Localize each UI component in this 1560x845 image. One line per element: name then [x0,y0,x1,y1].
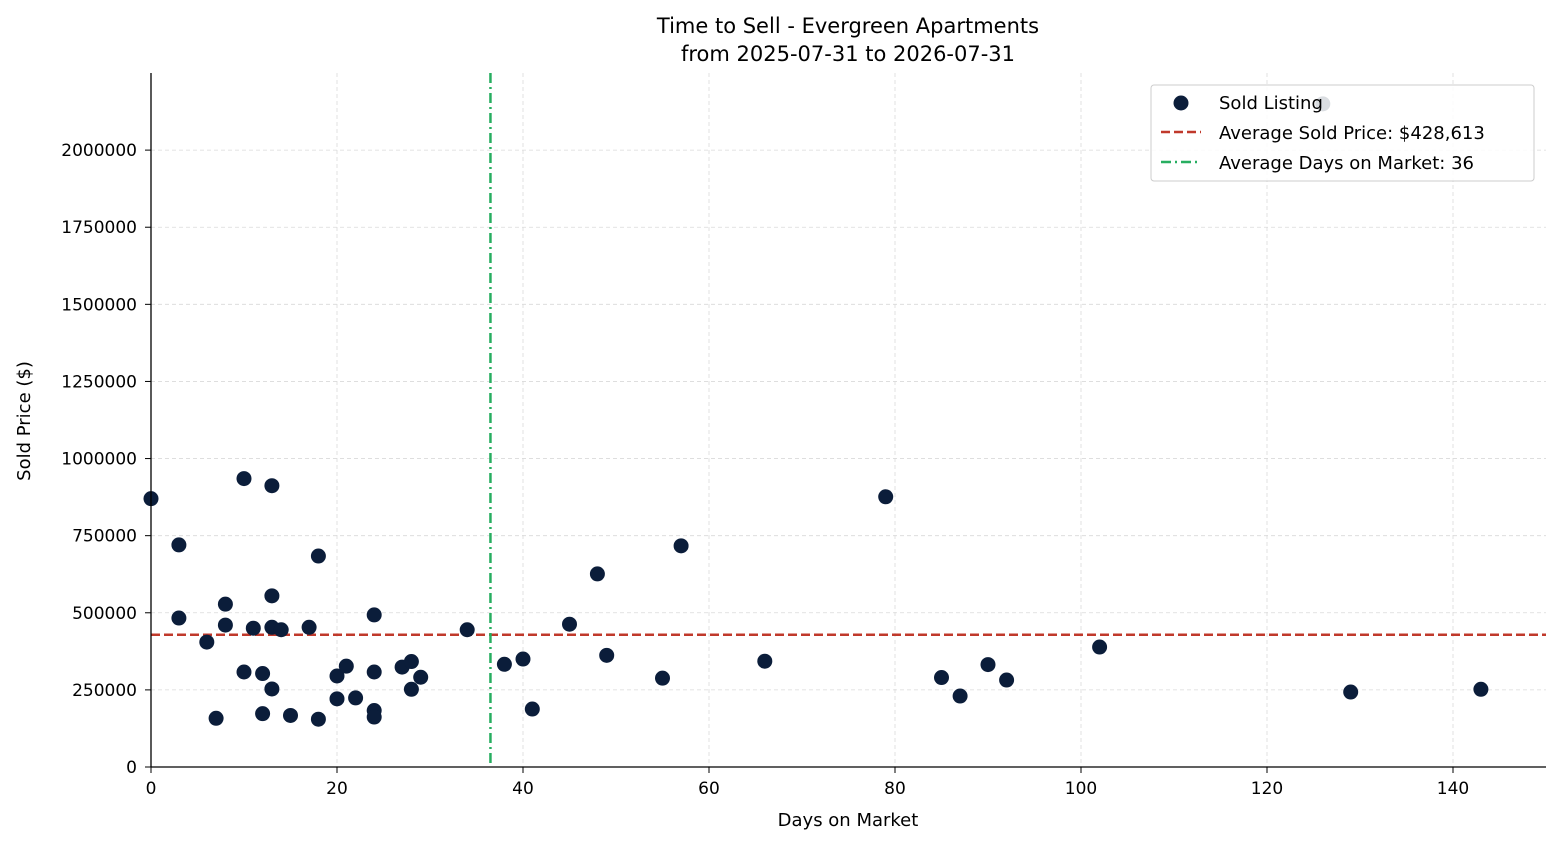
x-axis-label: Days on Market [778,810,919,831]
data-point [301,619,317,635]
data-point [217,617,233,633]
x-tick-label: 20 [326,779,348,799]
data-point [403,654,419,670]
data-point [589,566,605,582]
data-point [515,651,531,667]
data-point [283,707,298,723]
data-point [264,478,280,494]
data-point [655,670,670,686]
data-point [236,664,252,680]
y-tick-label: 750000 [72,527,137,547]
data-point [171,610,187,626]
y-axis-ticks: 0 250000 500000 750000 1000000 1250000 1500000… [61,141,151,778]
data-point [999,672,1015,688]
y-tick-label: 1750000 [61,218,137,238]
y-axis-label: Sold Price ($) [14,361,35,481]
data-point [757,653,773,669]
data-point [403,681,419,697]
scatter-points [143,96,1489,727]
axes [150,73,1546,768]
x-tick-label: 80 [884,779,906,799]
data-point [310,548,326,564]
data-point [459,622,475,638]
legend-marker-sold-listing [1173,95,1189,111]
data-point [310,711,326,727]
data-point [255,666,271,682]
data-point [348,690,364,706]
data-point [524,701,540,717]
data-point [236,471,252,487]
y-tick-label: 500000 [72,604,137,624]
data-point [264,681,280,697]
x-tick-label: 100 [1065,779,1097,799]
legend-label-average-days: Average Days on Market: 36 [1219,153,1474,174]
data-point [366,709,382,725]
data-point [208,710,224,726]
legend-label-sold-listing: Sold Listing [1219,93,1323,114]
x-tick-label: 0 [146,779,157,799]
data-point [599,647,615,663]
data-point [245,620,261,636]
data-point [1473,681,1489,697]
data-point [366,607,382,623]
data-point [273,622,289,638]
data-point [338,658,354,674]
data-point [329,668,345,684]
y-tick-label: 1000000 [61,450,137,470]
x-axis-ticks: 0 20 40 60 80 100 120 140 [146,767,1469,799]
data-point [980,657,996,673]
legend-box [1150,84,1535,182]
y-tick-label: 1500000 [61,295,137,315]
y-tick-label: 250000 [72,681,137,701]
legend-label-average-price: Average Sold Price: $428,613 [1219,123,1485,144]
data-point [562,616,577,632]
data-point [934,670,949,686]
y-tick-label: 0 [126,758,137,778]
data-point [329,691,345,707]
data-point [1092,639,1108,655]
data-point [413,669,429,685]
y-tick-label: 2000000 [61,141,137,161]
x-tick-label: 140 [1437,779,1469,799]
data-point [255,706,271,722]
data-point [199,634,215,650]
data-point [171,537,187,553]
x-tick-label: 60 [698,779,720,799]
data-point [878,489,894,505]
legend: Sold Listing Average Sold Price: $428,61… [1150,84,1535,182]
chart-title: Time to Sell - Evergreen Apartments [656,14,1039,38]
x-tick-label: 120 [1251,779,1283,799]
data-point [1343,684,1359,700]
chart-subtitle: from 2025-07-31 to 2026-07-31 [681,42,1015,66]
reference-lines [151,73,1546,767]
data-point [264,588,280,604]
data-point [366,664,382,680]
data-point [952,688,968,704]
y-tick-label: 1250000 [61,372,137,392]
data-point [217,596,233,612]
data-point [673,538,689,554]
x-tick-label: 40 [512,779,534,799]
data-point [496,656,512,672]
